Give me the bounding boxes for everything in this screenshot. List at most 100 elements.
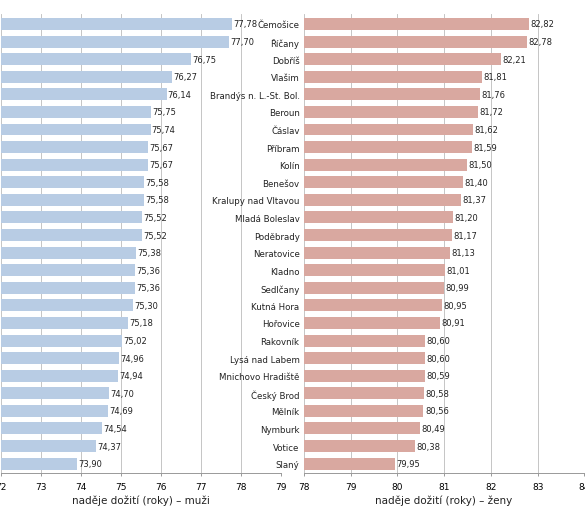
Text: 74,69: 74,69 [109,407,133,415]
Text: 76,27: 76,27 [173,73,197,82]
Bar [1,230,142,241]
Bar [304,458,395,470]
Text: 75,75: 75,75 [152,108,176,117]
Text: 81,37: 81,37 [463,196,487,205]
Text: 81,50: 81,50 [469,161,493,170]
Bar [1,124,150,136]
Text: 81,62: 81,62 [474,126,498,135]
Bar [304,370,425,382]
Bar [304,387,425,400]
Text: 81,81: 81,81 [483,73,507,82]
Text: 80,49: 80,49 [422,424,445,433]
Bar [1,142,148,154]
Bar [304,72,482,83]
Text: 80,99: 80,99 [445,284,469,293]
Text: 80,91: 80,91 [441,319,465,328]
Text: 82,82: 82,82 [531,20,555,30]
Bar [304,89,480,101]
Text: 75,36: 75,36 [136,284,160,293]
Text: 80,95: 80,95 [443,301,467,310]
Bar [1,335,122,347]
Text: 74,37: 74,37 [97,442,121,450]
Text: 75,30: 75,30 [134,301,158,310]
Text: 75,74: 75,74 [152,126,176,135]
Bar [304,107,478,119]
Text: 81,72: 81,72 [479,108,503,117]
Text: 80,60: 80,60 [427,336,450,345]
Bar [304,54,501,66]
Text: 75,38: 75,38 [137,248,161,258]
Text: 81,20: 81,20 [455,213,479,222]
Text: 81,76: 81,76 [481,91,505,100]
Bar [304,282,443,294]
Text: 81,17: 81,17 [453,231,477,240]
Bar [304,37,527,48]
Text: 75,67: 75,67 [149,144,173,152]
Text: 74,94: 74,94 [120,372,143,380]
Bar [1,265,135,276]
Text: 76,75: 76,75 [192,55,216,65]
Bar [1,19,232,31]
Bar [304,159,467,172]
Text: 80,56: 80,56 [425,407,449,415]
Text: 77,78: 77,78 [233,20,257,30]
Text: 75,18: 75,18 [129,319,153,328]
Text: 74,70: 74,70 [110,389,134,398]
Bar [304,405,424,417]
Text: 75,02: 75,02 [123,336,147,345]
Text: 79,95: 79,95 [397,459,420,468]
Text: 74,96: 74,96 [121,354,144,363]
Bar [304,422,420,435]
Text: 80,38: 80,38 [417,442,441,450]
Bar [304,124,473,136]
Bar [304,440,415,452]
Text: 81,01: 81,01 [446,266,470,275]
Bar [1,282,135,294]
Bar [304,317,440,329]
Bar [304,230,452,241]
Text: 75,52: 75,52 [143,231,167,240]
Bar [1,107,151,119]
Text: 77,70: 77,70 [230,38,254,47]
Text: 75,58: 75,58 [145,196,169,205]
Text: 74,54: 74,54 [104,424,128,433]
Bar [1,387,109,400]
Bar [304,177,463,189]
Bar [1,247,136,259]
Bar [1,72,172,83]
Bar [304,247,450,259]
Bar [304,19,529,31]
Bar [1,300,133,312]
Bar [1,194,144,207]
Text: 75,52: 75,52 [143,213,167,222]
Bar [304,212,453,224]
Text: 73,90: 73,90 [78,459,102,468]
Text: 81,13: 81,13 [452,248,476,258]
Bar [1,317,128,329]
Text: 80,59: 80,59 [426,372,450,380]
Bar [304,194,462,207]
Bar [1,405,108,417]
Bar [304,265,445,276]
Bar [1,159,148,172]
Text: 80,58: 80,58 [426,389,450,398]
Bar [1,422,102,435]
Text: 81,40: 81,40 [464,178,488,187]
Text: 82,78: 82,78 [529,38,553,47]
Text: 82,21: 82,21 [502,55,526,65]
X-axis label: naděje dožití (roky) – ženy: naděje dožití (roky) – ženy [376,495,512,505]
Text: 81,59: 81,59 [473,144,497,152]
Bar [1,37,229,48]
Text: 75,67: 75,67 [149,161,173,170]
Text: 76,14: 76,14 [168,91,192,100]
Bar [1,440,95,452]
Bar [1,177,144,189]
Bar [1,212,142,224]
Bar [1,458,77,470]
Bar [304,142,472,154]
Text: 80,60: 80,60 [427,354,450,363]
Text: 75,58: 75,58 [145,178,169,187]
Bar [1,89,167,101]
Bar [1,54,191,66]
Bar [304,335,425,347]
